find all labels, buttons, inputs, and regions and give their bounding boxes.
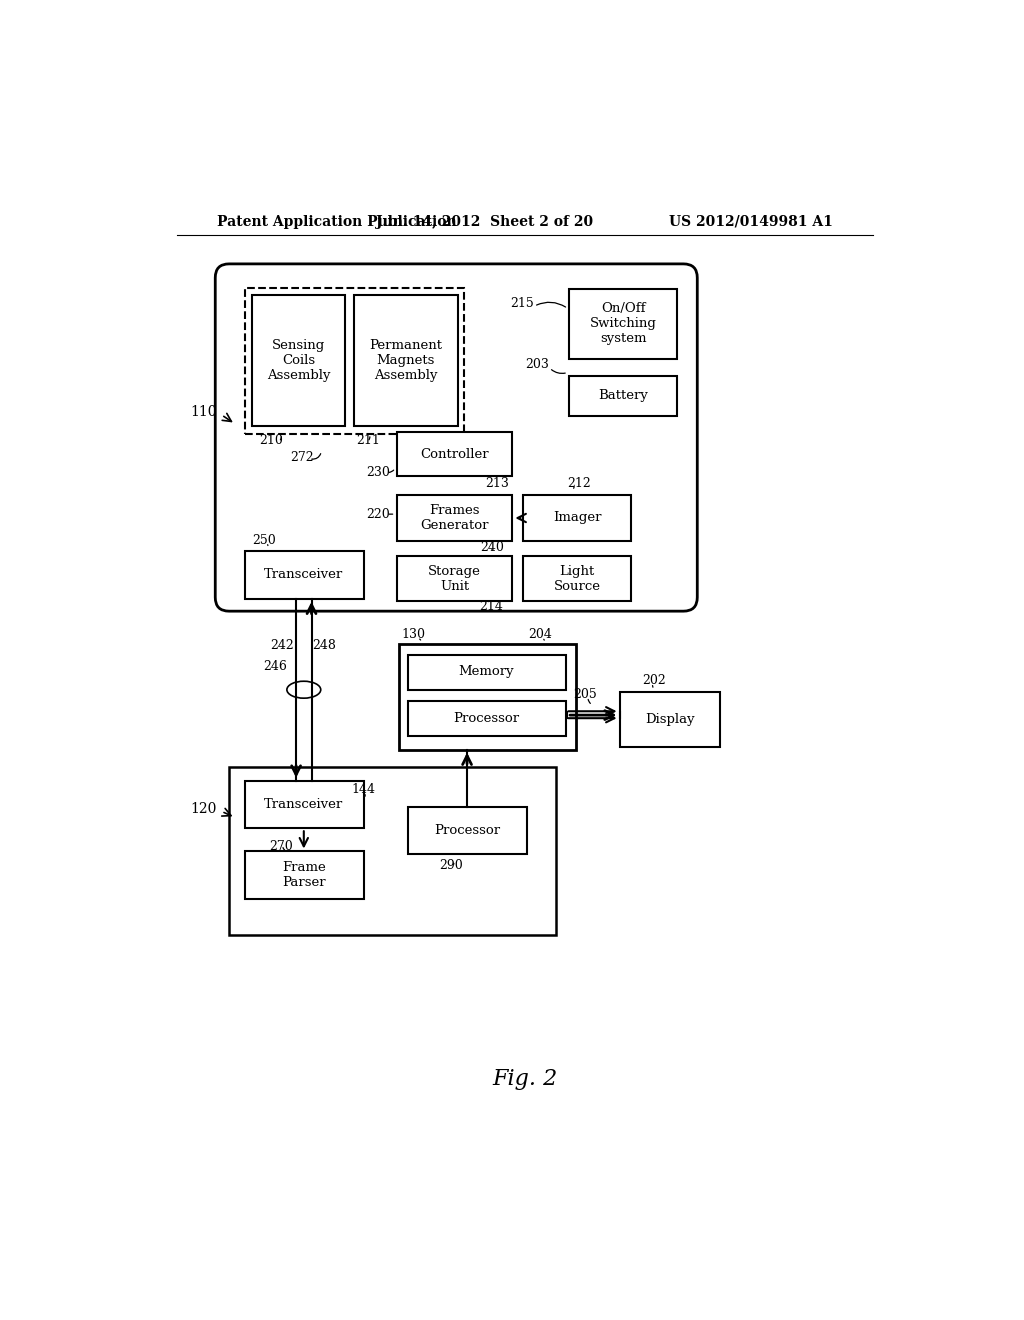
Bar bbox=[569, 289, 677, 359]
Text: Transceiver: Transceiver bbox=[264, 569, 343, 582]
Bar bbox=[245, 780, 364, 829]
Bar bbox=[354, 296, 458, 426]
Text: 270: 270 bbox=[269, 840, 293, 853]
Text: Storage
Unit: Storage Unit bbox=[428, 565, 481, 593]
Bar bbox=[408, 701, 565, 737]
Bar bbox=[397, 495, 512, 541]
Text: 214: 214 bbox=[479, 601, 503, 612]
Text: Frames
Generator: Frames Generator bbox=[421, 504, 489, 532]
Text: Imager: Imager bbox=[553, 511, 601, 524]
Text: 202: 202 bbox=[642, 675, 666, 686]
Text: 204: 204 bbox=[528, 628, 552, 640]
Text: Fig. 2: Fig. 2 bbox=[493, 1068, 557, 1089]
Text: On/Off
Switching
system: On/Off Switching system bbox=[590, 302, 656, 346]
FancyBboxPatch shape bbox=[215, 264, 697, 611]
Text: 240: 240 bbox=[480, 541, 505, 554]
Text: Controller: Controller bbox=[421, 447, 489, 461]
Bar bbox=[569, 376, 677, 416]
Text: 242: 242 bbox=[270, 639, 294, 652]
Text: Processor: Processor bbox=[434, 824, 500, 837]
Bar bbox=[523, 557, 631, 601]
Text: Processor: Processor bbox=[454, 711, 519, 725]
Text: 130: 130 bbox=[401, 628, 426, 640]
Text: Battery: Battery bbox=[598, 389, 648, 403]
Bar bbox=[245, 851, 364, 899]
Bar bbox=[523, 495, 631, 541]
Text: Permanent
Magnets
Assembly: Permanent Magnets Assembly bbox=[369, 339, 442, 383]
Bar bbox=[245, 288, 464, 434]
Text: Sensing
Coils
Assembly: Sensing Coils Assembly bbox=[266, 339, 330, 383]
Text: 220: 220 bbox=[367, 508, 390, 520]
Text: 212: 212 bbox=[567, 477, 591, 490]
Text: Transceiver: Transceiver bbox=[264, 797, 343, 810]
Text: Light
Source: Light Source bbox=[554, 565, 601, 593]
Bar bbox=[408, 655, 565, 689]
Bar bbox=[245, 552, 364, 599]
Text: 210: 210 bbox=[259, 434, 283, 447]
Bar bbox=[397, 557, 512, 601]
Bar bbox=[252, 296, 345, 426]
Text: 205: 205 bbox=[573, 688, 597, 701]
Text: US 2012/0149981 A1: US 2012/0149981 A1 bbox=[669, 215, 833, 228]
Text: Display: Display bbox=[645, 713, 694, 726]
Text: 213: 213 bbox=[485, 477, 509, 490]
Text: Memory: Memory bbox=[459, 665, 514, 678]
Text: 215: 215 bbox=[510, 297, 534, 310]
Text: 230: 230 bbox=[367, 466, 390, 479]
Text: Jun. 14, 2012  Sheet 2 of 20: Jun. 14, 2012 Sheet 2 of 20 bbox=[376, 215, 593, 228]
Text: 290: 290 bbox=[439, 859, 463, 871]
Bar bbox=[408, 807, 527, 854]
Text: 272: 272 bbox=[291, 450, 314, 463]
Text: 248: 248 bbox=[312, 639, 337, 652]
Bar bbox=[229, 767, 556, 935]
Text: 203: 203 bbox=[525, 358, 549, 371]
Ellipse shape bbox=[287, 681, 321, 698]
Bar bbox=[398, 644, 575, 750]
Text: 120: 120 bbox=[190, 803, 217, 816]
Text: 110: 110 bbox=[190, 405, 217, 420]
Text: 211: 211 bbox=[355, 434, 380, 447]
Text: 246: 246 bbox=[263, 660, 288, 673]
Bar bbox=[620, 692, 720, 747]
Text: 250: 250 bbox=[253, 533, 276, 546]
Text: Patent Application Publication: Patent Application Publication bbox=[217, 215, 457, 228]
Bar bbox=[397, 432, 512, 477]
Text: Frame
Parser: Frame Parser bbox=[282, 861, 326, 890]
Text: 144: 144 bbox=[351, 783, 375, 796]
